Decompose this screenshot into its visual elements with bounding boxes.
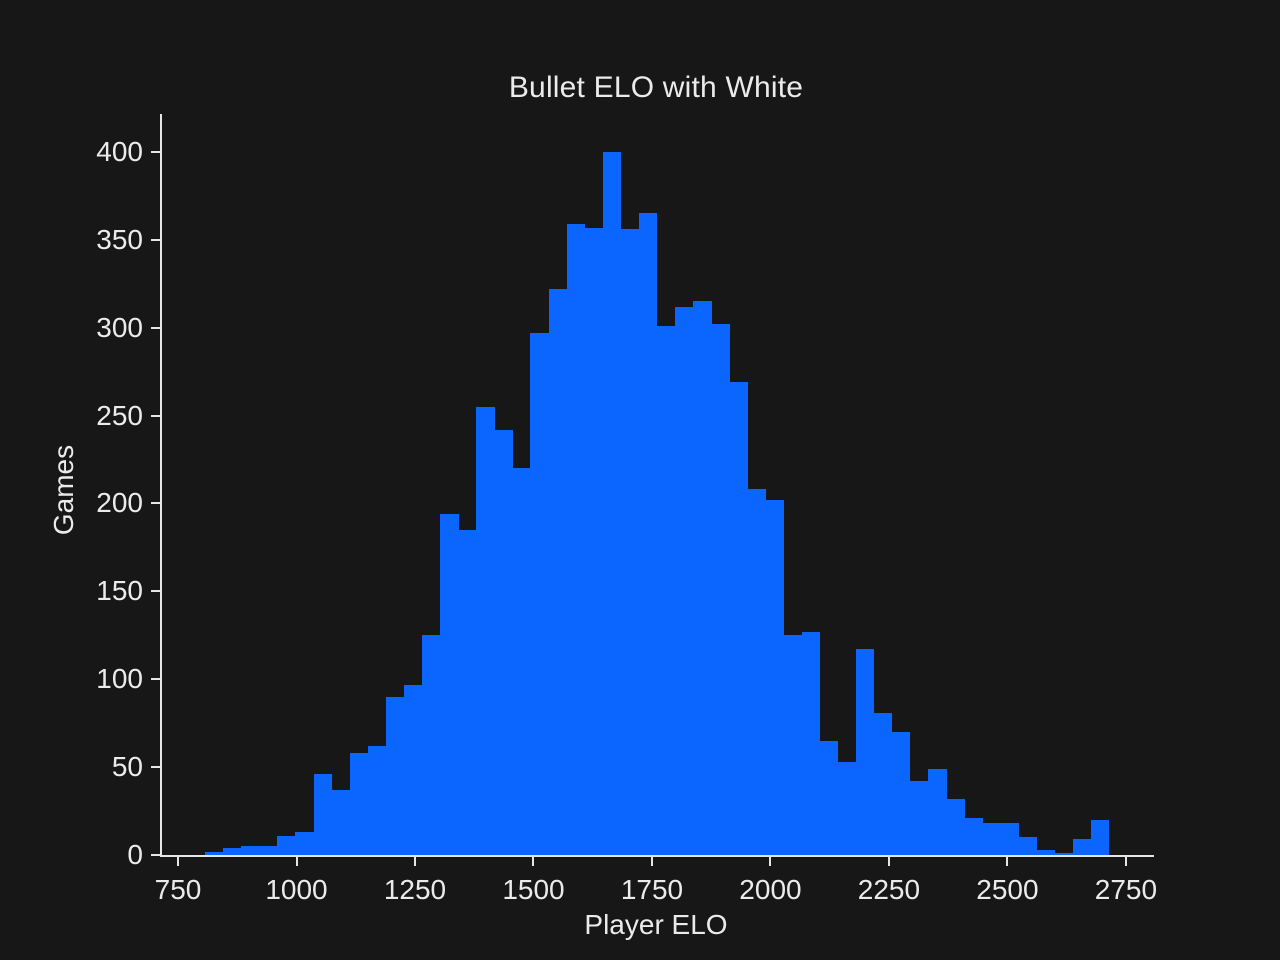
x-tick-label: 1750 xyxy=(620,874,684,905)
x-axis-tick xyxy=(532,857,535,866)
x-tick-label: 2000 xyxy=(739,874,802,905)
x-axis-label: Player ELO xyxy=(584,909,728,940)
histogram-bar xyxy=(584,227,604,855)
histogram-bar xyxy=(1000,823,1019,855)
chart-title: Bullet ELO with White xyxy=(508,71,804,104)
histogram-bar xyxy=(385,696,405,855)
y-axis-tick xyxy=(151,678,160,681)
histogram-bar xyxy=(241,846,260,855)
x-axis-tick xyxy=(887,857,890,866)
plot-area xyxy=(160,114,1154,857)
y-tick-label: 0 xyxy=(127,839,143,870)
x-axis-tick xyxy=(650,857,653,866)
histogram-bar xyxy=(891,731,911,855)
histogram-bar xyxy=(765,499,784,855)
y-tick-label: 100 xyxy=(96,663,143,695)
histogram-bar xyxy=(223,847,242,855)
histogram-bar xyxy=(566,224,586,855)
y-tick-label: 400 xyxy=(96,135,143,167)
histogram-bar xyxy=(476,406,495,855)
histogram-bar xyxy=(1054,853,1074,855)
histogram-bar xyxy=(837,761,857,855)
y-tick-label: 250 xyxy=(96,399,143,431)
y-axis-tick xyxy=(151,326,160,329)
histogram-bar xyxy=(295,832,315,855)
x-tick-label: 1500 xyxy=(502,874,565,905)
histogram-bar xyxy=(259,846,278,855)
histogram-bar xyxy=(964,818,983,855)
histogram-bar xyxy=(494,429,513,855)
x-tick-label: 2750 xyxy=(1094,874,1158,905)
histogram-bar xyxy=(1072,839,1092,855)
histogram-bar xyxy=(349,753,369,855)
histogram-bar xyxy=(656,325,676,855)
histogram-bar xyxy=(711,324,730,855)
y-tick-label: 150 xyxy=(96,575,143,607)
x-tick-label: 750 xyxy=(154,874,202,905)
histogram-bar xyxy=(946,798,965,855)
histogram-bar xyxy=(855,649,875,855)
histogram-bar xyxy=(313,774,333,855)
histogram-bar xyxy=(331,789,351,855)
histogram-bar xyxy=(277,835,296,855)
x-axis-tick xyxy=(177,857,179,866)
y-axis-tick xyxy=(151,502,160,505)
y-axis-tick xyxy=(151,238,160,241)
histogram-bar xyxy=(367,746,387,855)
histogram-bar xyxy=(982,823,1001,855)
x-axis-tick xyxy=(295,857,298,866)
histogram-bar xyxy=(548,289,568,855)
histogram-bar xyxy=(928,768,947,855)
y-tick-label: 300 xyxy=(96,311,143,343)
x-tick-label: 1250 xyxy=(383,874,447,905)
histogram-bar xyxy=(873,712,893,855)
histogram-bar xyxy=(205,851,224,855)
x-axis-tick xyxy=(1124,857,1127,866)
histogram-bar xyxy=(620,229,640,855)
y-tick-label: 200 xyxy=(96,487,143,519)
histogram-bar xyxy=(458,529,477,855)
histogram-bar xyxy=(1090,819,1110,855)
histogram-bar xyxy=(602,151,622,855)
x-axis-tick xyxy=(1006,857,1009,866)
histogram-bar xyxy=(783,635,802,855)
x-tick-label: 2500 xyxy=(976,874,1039,905)
y-tick-label: 50 xyxy=(111,751,143,783)
histogram-bar xyxy=(638,213,658,855)
y-axis-tick xyxy=(151,414,160,417)
histogram-bar xyxy=(909,781,929,855)
histogram-bar xyxy=(1036,849,1055,855)
histogram-bar xyxy=(729,382,748,855)
histogram-bar xyxy=(747,489,766,855)
histogram-bar xyxy=(530,333,549,855)
x-tick-label: 1000 xyxy=(265,874,328,905)
histogram-bar xyxy=(421,635,441,855)
histogram-bar xyxy=(819,740,839,855)
x-tick-label: 2250 xyxy=(857,874,921,905)
histogram-bar xyxy=(693,301,712,855)
y-axis-tick xyxy=(151,854,160,856)
y-axis-tick xyxy=(151,590,160,593)
histogram-bar xyxy=(440,514,459,855)
histogram-bar xyxy=(403,684,423,855)
histogram-bar xyxy=(675,306,694,855)
histogram-bar xyxy=(512,468,531,855)
x-axis-tick xyxy=(413,857,416,866)
y-axis-tick xyxy=(151,150,160,153)
histogram-bar xyxy=(1018,837,1037,855)
x-axis-tick xyxy=(769,857,772,866)
y-tick-label: 350 xyxy=(96,223,143,255)
histogram-bar xyxy=(801,631,821,855)
y-axis-tick xyxy=(151,766,160,769)
